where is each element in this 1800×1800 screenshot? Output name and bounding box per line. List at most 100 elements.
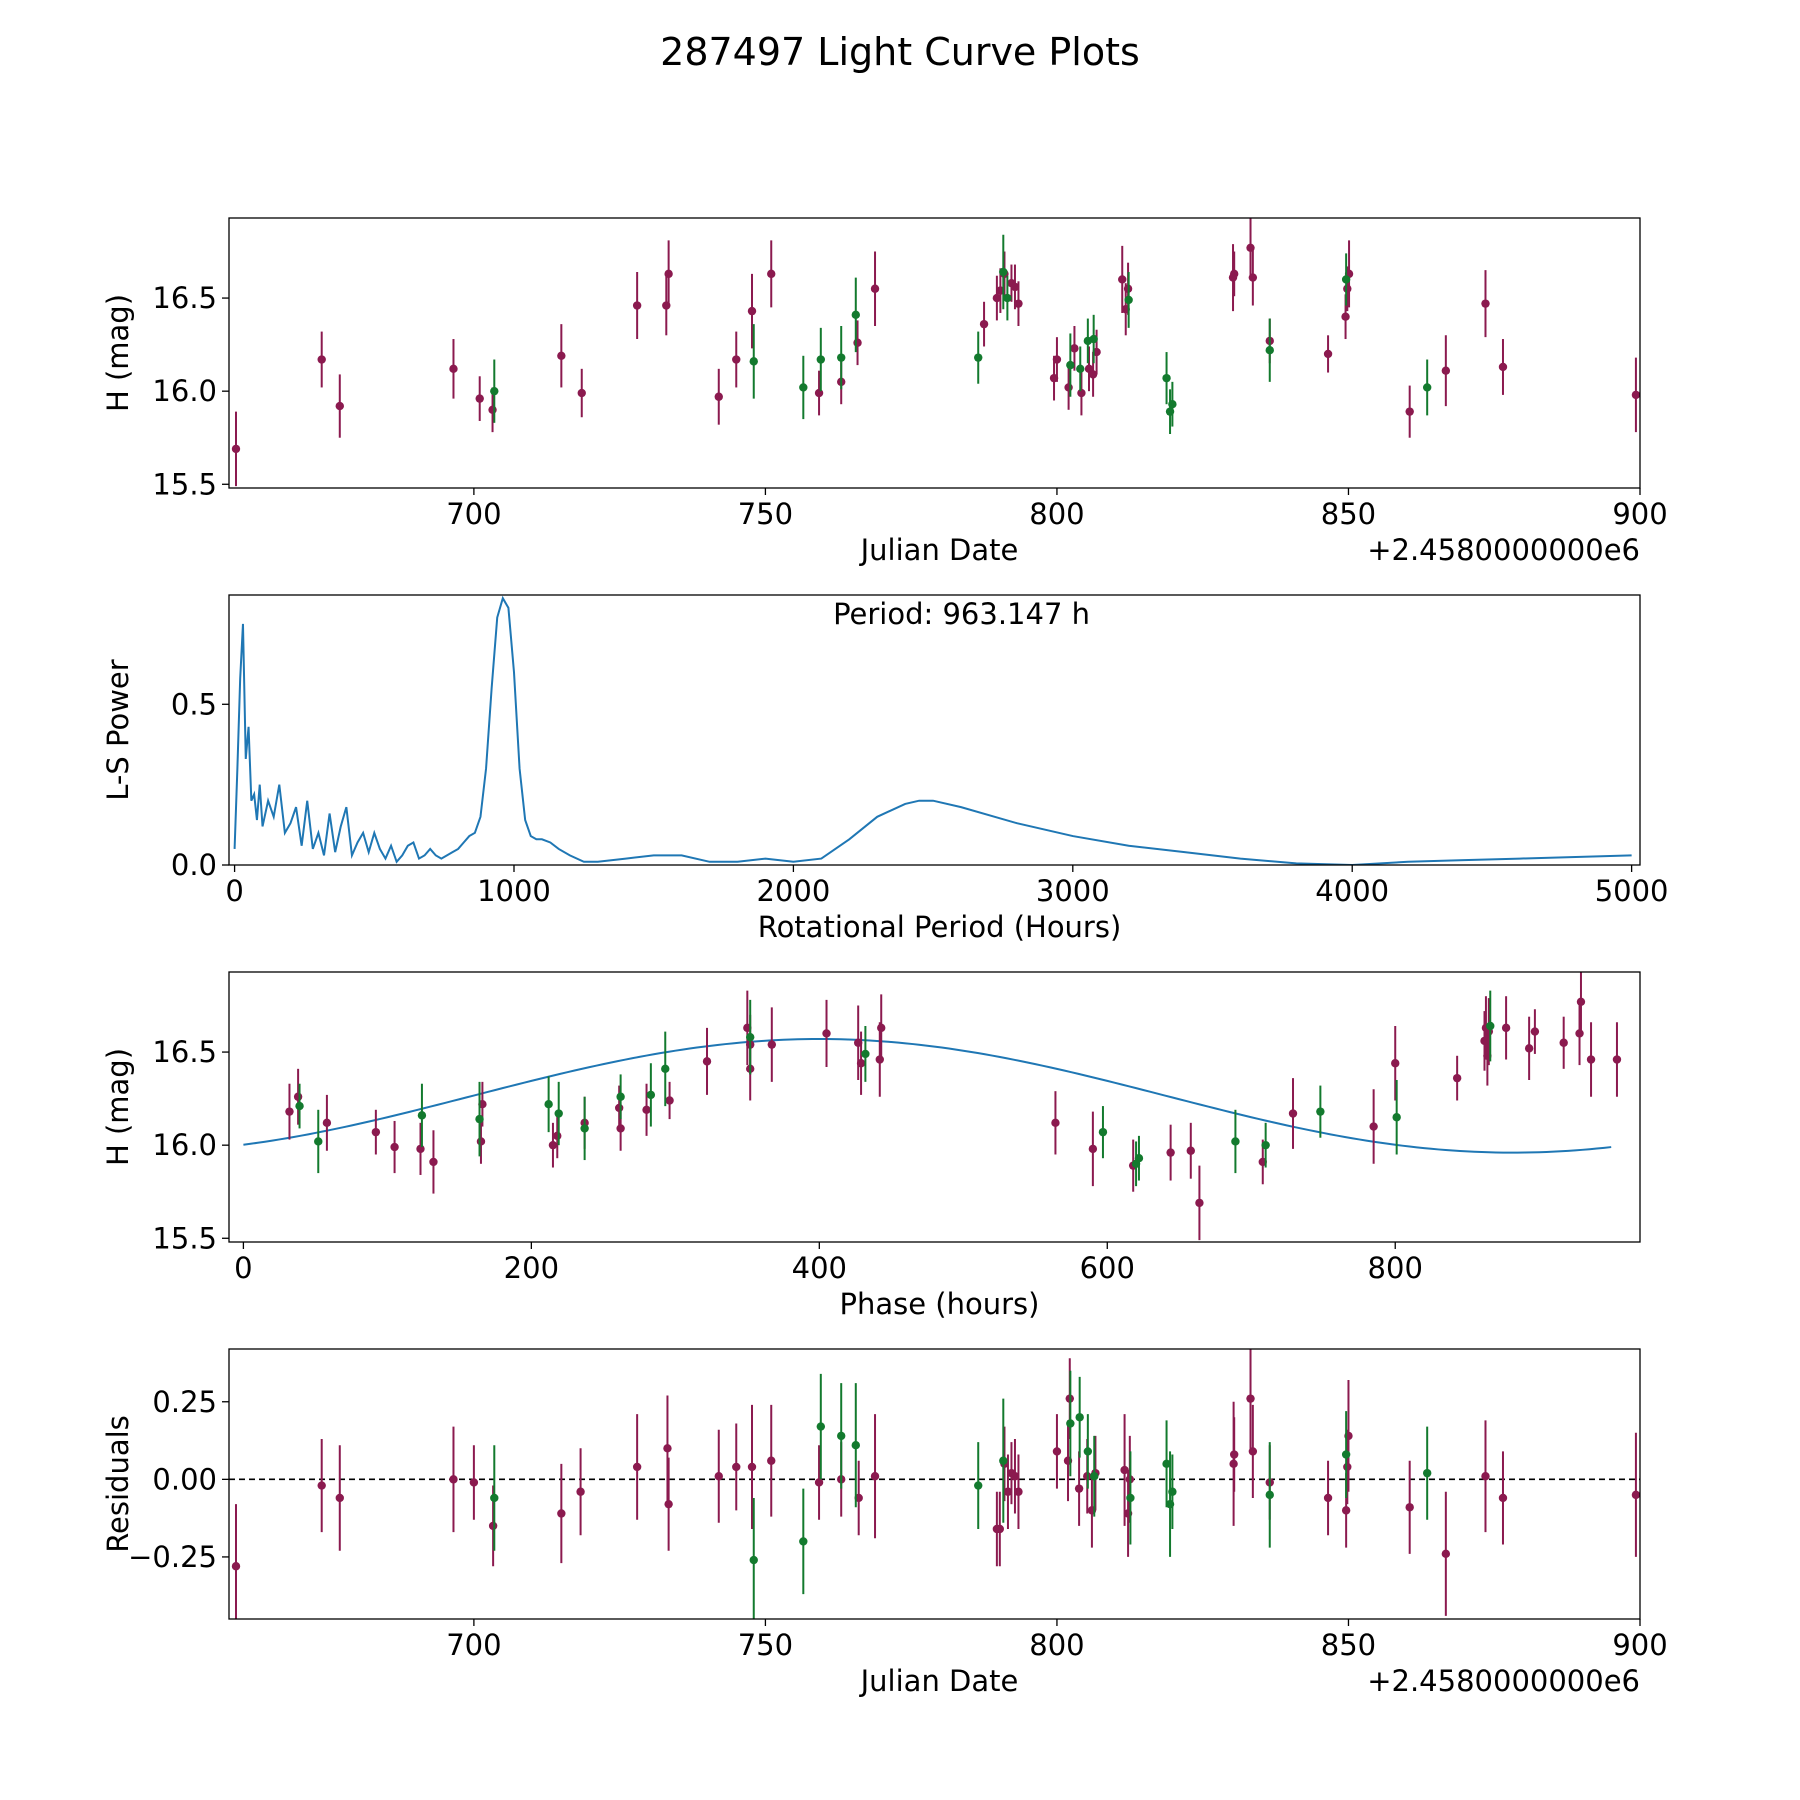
data-point — [732, 355, 741, 364]
data-point — [1422, 383, 1432, 392]
data-point — [317, 355, 326, 364]
x-tick-label: 800 — [1368, 1251, 1423, 1285]
x-tick-label: 800 — [1029, 497, 1084, 531]
data-point — [1631, 390, 1640, 400]
data-point — [557, 1509, 566, 1518]
panel-raw: 700 750 800 850 900 15.5 16.0 16.5 Julian Date H … — [101, 217, 1668, 567]
panel-phase: 0 200 400 600 800 15.5 16.0 16.5 Phase (hours) H … — [101, 971, 1641, 1321]
data-point — [799, 1537, 808, 1546]
data-point — [1098, 1127, 1108, 1137]
data-point — [1481, 1472, 1490, 1481]
y-tick-label: 0.25 — [152, 1385, 217, 1419]
axes-frame — [228, 971, 1641, 1243]
data-point — [1010, 282, 1020, 292]
axes-frame — [228, 217, 1641, 489]
data-point — [1405, 407, 1414, 416]
x-tick-label: 400 — [792, 1251, 847, 1285]
y-tick-label: 16.0 — [152, 1128, 217, 1162]
data-point — [1246, 1394, 1255, 1403]
data-point — [1120, 1465, 1129, 1475]
data-point — [1405, 1503, 1414, 1512]
x-axis-label: Phase (hours) — [840, 1287, 1040, 1321]
y-axis-label: L-S Power — [101, 659, 135, 800]
data-point — [490, 1493, 499, 1503]
data-point — [1586, 1055, 1596, 1064]
plot-area — [229, 1349, 1640, 1619]
data-point — [1422, 1468, 1432, 1478]
data-point — [557, 351, 566, 360]
panel-residuals: 700 750 800 850 900 −0.25 0.00 0.25 Julian Date R… — [101, 1348, 1668, 1698]
x-tick-label: 750 — [738, 497, 793, 531]
y-tick-label: 0.00 — [152, 1462, 217, 1496]
x-tick-label: 700 — [446, 1628, 501, 1662]
data-point — [1162, 373, 1171, 383]
data-point — [469, 1478, 479, 1487]
data-point — [371, 1127, 381, 1137]
data-point — [1501, 1023, 1511, 1033]
x-axis-label: Julian Date — [859, 1664, 1019, 1698]
x-axis-label: Rotational Period (Hours) — [758, 910, 1122, 944]
data-point — [1066, 1419, 1075, 1428]
data-point — [616, 1124, 625, 1133]
data-point — [1089, 334, 1098, 344]
data-point — [816, 1422, 826, 1431]
data-point — [732, 1462, 741, 1472]
data-point — [1369, 1122, 1378, 1131]
x-axis-label: Julian Date — [859, 533, 1019, 567]
y-tick-label: 16.5 — [152, 1035, 217, 1069]
data-point — [870, 1472, 880, 1481]
data-point — [1612, 1055, 1622, 1064]
data-point — [1090, 1472, 1099, 1481]
data-point — [1265, 1490, 1274, 1500]
x-tick-label: 0 — [225, 874, 243, 908]
x-tick-label: 900 — [1612, 1628, 1667, 1662]
data-point — [1162, 1459, 1171, 1469]
data-point — [390, 1142, 399, 1152]
data-point — [1003, 293, 1012, 303]
data-point — [449, 364, 458, 374]
data-point — [749, 1555, 758, 1565]
data-point — [661, 1064, 670, 1074]
data-point — [1316, 1107, 1325, 1116]
data-point — [1452, 1073, 1462, 1083]
data-point — [646, 1090, 656, 1100]
x-tick-label: 700 — [446, 497, 501, 531]
data-point — [837, 353, 846, 362]
y-tick-label: 15.5 — [152, 1221, 217, 1255]
x-tick-label: 850 — [1321, 1628, 1376, 1662]
plot-area — [233, 595, 1632, 865]
data-point — [231, 444, 241, 454]
data-point — [285, 1107, 294, 1116]
data-point — [1323, 349, 1333, 359]
panels: 700 750 800 850 900 15.5 16.0 16.5 Julian Date H … — [101, 217, 1669, 1698]
data-point — [476, 1137, 486, 1146]
series-filter-2 — [490, 1370, 1432, 1619]
data-point — [642, 1105, 651, 1114]
data-point — [614, 1103, 624, 1113]
data-point — [1052, 355, 1062, 364]
data-point — [1498, 1493, 1508, 1503]
data-point — [822, 1029, 831, 1038]
data-point — [999, 267, 1008, 277]
data-point — [1231, 1137, 1240, 1146]
x-tick-label: 800 — [1029, 1628, 1084, 1662]
data-point — [1481, 299, 1490, 308]
data-point — [664, 269, 673, 279]
data-point — [714, 1472, 723, 1481]
data-point — [335, 401, 344, 411]
data-point — [1530, 1027, 1540, 1036]
data-point — [632, 1462, 642, 1472]
y-axis-label: H (mag) — [101, 1048, 135, 1166]
data-point — [429, 1157, 438, 1167]
data-point — [861, 1049, 870, 1059]
x-tick-label: 1000 — [477, 874, 551, 908]
data-point — [1083, 1447, 1093, 1456]
data-point — [1229, 269, 1239, 279]
plot-area — [243, 972, 1622, 1241]
data-point — [1576, 997, 1586, 1006]
data-point — [816, 355, 826, 364]
data-point — [1064, 383, 1073, 392]
data-point — [1631, 1490, 1640, 1500]
data-point — [1003, 1487, 1013, 1496]
data-point — [702, 1057, 712, 1066]
